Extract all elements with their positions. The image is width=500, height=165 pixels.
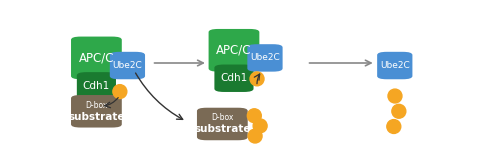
- FancyBboxPatch shape: [214, 65, 254, 92]
- FancyBboxPatch shape: [110, 52, 145, 79]
- FancyBboxPatch shape: [77, 72, 116, 100]
- Text: Ube2C: Ube2C: [250, 53, 280, 62]
- FancyBboxPatch shape: [71, 95, 122, 128]
- Text: substrate: substrate: [68, 112, 124, 122]
- FancyBboxPatch shape: [208, 29, 260, 72]
- FancyBboxPatch shape: [71, 37, 122, 79]
- Text: APC/C: APC/C: [216, 44, 252, 57]
- Text: Cdh1: Cdh1: [220, 73, 248, 83]
- Ellipse shape: [392, 104, 406, 118]
- FancyBboxPatch shape: [197, 108, 248, 140]
- Text: D-box: D-box: [85, 101, 108, 110]
- Ellipse shape: [388, 89, 402, 103]
- FancyBboxPatch shape: [377, 52, 412, 79]
- Text: Ube2C: Ube2C: [112, 61, 142, 70]
- Ellipse shape: [387, 120, 401, 133]
- Ellipse shape: [113, 85, 127, 99]
- Ellipse shape: [248, 109, 262, 123]
- Ellipse shape: [250, 72, 264, 86]
- Text: D-box: D-box: [211, 113, 234, 122]
- Ellipse shape: [248, 129, 262, 143]
- Text: APC/C: APC/C: [78, 51, 114, 64]
- Ellipse shape: [253, 119, 267, 133]
- Text: substrate: substrate: [194, 124, 250, 134]
- Text: Cdh1: Cdh1: [83, 81, 110, 91]
- Text: Ube2C: Ube2C: [380, 61, 410, 70]
- FancyBboxPatch shape: [248, 44, 282, 72]
